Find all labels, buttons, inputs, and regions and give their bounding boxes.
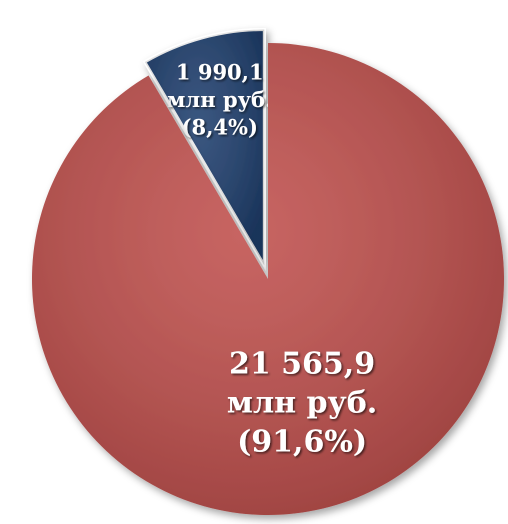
data-label: (91,6%) [237, 424, 367, 459]
slice-group [31, 43, 504, 516]
slice-shade [144, 29, 265, 266]
data-label: млн руб. [227, 385, 377, 420]
data-label: 1 990,1 [176, 60, 264, 85]
data-label: (8,4%) [182, 114, 258, 139]
slice-group [142, 27, 266, 272]
data-label: млн руб. [167, 87, 272, 112]
slice-shade [31, 43, 504, 516]
data-label: 21 565,9 [229, 346, 375, 381]
